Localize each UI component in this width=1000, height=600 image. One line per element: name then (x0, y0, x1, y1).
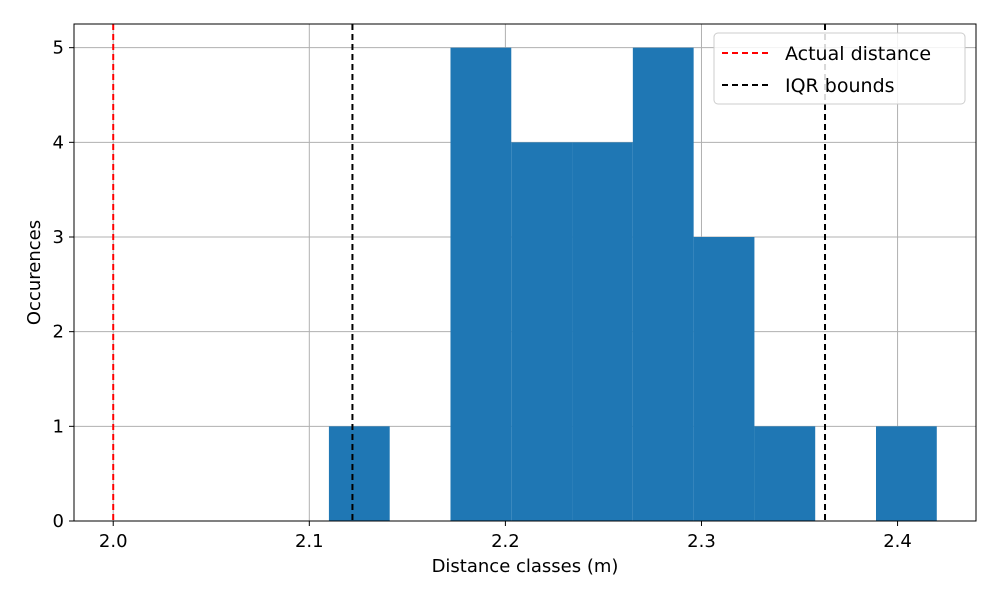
histogram-bar (511, 142, 573, 522)
histogram-bar (450, 47, 512, 522)
x-tick-label-1: 2.1 (295, 531, 324, 552)
legend-label-actual-distance: Actual distance (785, 43, 931, 65)
x-tick-label-0: 2.0 (99, 531, 128, 552)
histogram-bar (572, 142, 633, 522)
x-tick-label-2: 2.2 (491, 531, 520, 552)
y-tick-label-4: 4 (53, 132, 64, 153)
y-tick-label-5: 5 (53, 38, 64, 59)
histogram-bar (875, 426, 937, 521)
y-axis-label: Occurences (24, 220, 45, 325)
x-tick-label-3: 2.3 (687, 531, 716, 552)
histogram-bar (632, 47, 694, 522)
x-axis-label: Distance classes (m) (432, 556, 619, 577)
x-axis-ticks: 2.0 2.1 2.2 2.3 2.4 (99, 521, 912, 552)
histogram-bar (754, 426, 816, 521)
x-tick-label-4: 2.4 (883, 531, 912, 552)
legend-box (713, 32, 966, 105)
y-tick-label-3: 3 (53, 227, 64, 248)
y-tick-label-2: 2 (53, 322, 64, 343)
y-axis-ticks: 0 1 2 3 4 5 (53, 38, 74, 532)
reference-lines (112, 24, 827, 521)
histogram-bar (693, 237, 755, 521)
y-tick-label-0: 0 (53, 511, 64, 532)
histogram-bar (328, 426, 390, 521)
legend: Actual distance IQR bounds (713, 32, 966, 105)
legend-label-iqr-bounds: IQR bounds (785, 75, 895, 97)
y-tick-label-1: 1 (53, 416, 64, 437)
plot-frame (73, 23, 977, 522)
histogram-bars (328, 47, 937, 522)
